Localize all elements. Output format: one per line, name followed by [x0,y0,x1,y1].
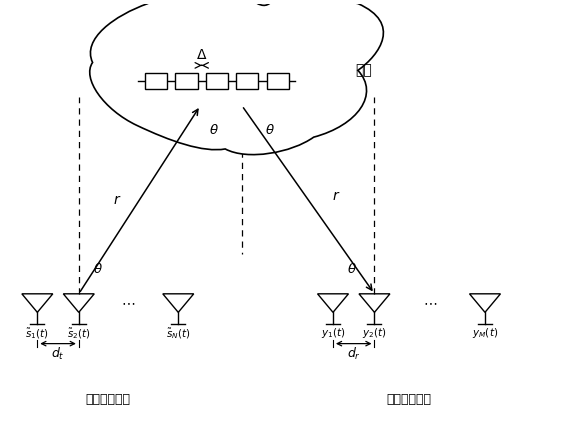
Text: $r$: $r$ [332,189,340,203]
Text: $y_M(t)$: $y_M(t)$ [472,326,498,340]
Text: $\theta$: $\theta$ [265,123,274,137]
Text: $\theta$: $\theta$ [93,262,103,276]
Text: $\cdots$: $\cdots$ [422,295,437,309]
Bar [236,73,259,89]
Text: 发射频控阵列: 发射频控阵列 [85,393,130,406]
Text: $\tilde{s}_2(t)$: $\tilde{s}_2(t)$ [67,326,91,341]
Bar [266,73,289,89]
Bar [145,73,167,89]
Text: $d_t$: $d_t$ [51,346,65,362]
Text: $y_1(t)$: $y_1(t)$ [321,326,345,340]
Text: $\tilde{s}_N(t)$: $\tilde{s}_N(t)$ [166,326,191,341]
PathPatch shape [90,0,383,154]
Bar [176,73,197,89]
Text: $d_r$: $d_r$ [347,346,361,362]
Text: 目标: 目标 [355,63,372,77]
Text: $\cdots$: $\cdots$ [121,295,136,309]
Text: $\theta$: $\theta$ [347,262,357,276]
Text: $\theta$: $\theta$ [209,123,219,137]
Text: 接收相控阵列: 接收相控阵列 [387,393,431,406]
Text: $\Delta$: $\Delta$ [196,48,208,62]
Text: $y_2(t)$: $y_2(t)$ [362,326,387,340]
Bar [206,73,228,89]
Text: $r$: $r$ [113,193,122,207]
Text: $\tilde{s}_1(t)$: $\tilde{s}_1(t)$ [25,326,49,341]
